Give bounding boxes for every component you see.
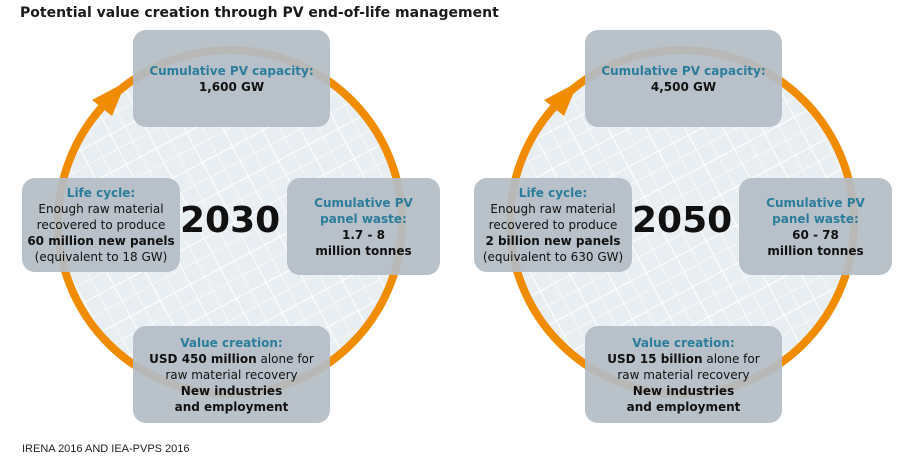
diagram: 2030 Cumulative PV capacity: 1,600 GW Cumul… xyxy=(0,0,452,440)
text: Enough raw material xyxy=(490,202,616,216)
text: 1,600 GW xyxy=(198,79,265,94)
box-line: raw material recovery xyxy=(617,367,749,383)
box-line: 2 billion new panels xyxy=(485,233,620,249)
waste-box: Cumulative PV panel waste: 60 - 78 million … xyxy=(739,178,892,275)
text: alone for xyxy=(702,351,760,366)
box-heading: Cumulative PV xyxy=(314,195,413,210)
text: USD 15 billion xyxy=(607,351,703,366)
text: 1.7 - 8 xyxy=(342,227,385,242)
diagram: 2050 Cumulative PV capacity: 4,500 GW Cumul… xyxy=(452,0,904,440)
text: million tonnes xyxy=(315,243,412,258)
waste-box: Cumulative PV panel waste: 1.7 - 8 million … xyxy=(287,178,440,275)
box-heading: Value creation: xyxy=(632,335,735,350)
box-line: 1.7 - 8 xyxy=(342,227,385,243)
text: recovered to produce xyxy=(488,218,618,232)
text: 60 - 78 xyxy=(792,227,839,242)
box-line: Enough raw material xyxy=(38,201,163,217)
text: million tonnes xyxy=(767,243,864,258)
box-line: USD 450 million alone for xyxy=(149,351,314,367)
box-line: million tonnes xyxy=(315,243,411,259)
box-line: (equivalent to 630 GW) xyxy=(483,249,623,265)
box-line: and employment xyxy=(175,399,289,415)
value-creation-box: Value creation: USD 15 billion alone for r… xyxy=(585,326,782,423)
life-cycle-box: Life cycle: Enough raw material recovered … xyxy=(22,178,180,272)
box-line: 4,500 GW xyxy=(651,79,716,95)
background-art xyxy=(54,46,858,398)
box-line: raw material recovery xyxy=(165,367,297,383)
text: (equivalent to 630 GW) xyxy=(482,250,624,264)
life-cycle-box: Life cycle: Enough raw material recovered … xyxy=(474,178,632,272)
box-heading: panel waste: xyxy=(320,211,407,226)
box-line: recovered to produce xyxy=(37,217,166,233)
text: and employment xyxy=(626,399,741,414)
value-creation-box: Value creation: USD 450 million alone for… xyxy=(133,326,330,423)
box-line: million tonnes xyxy=(767,243,863,259)
box-heading: panel waste: xyxy=(772,211,859,226)
text: raw material recovery xyxy=(165,367,298,382)
box-line: Enough raw material xyxy=(490,201,615,217)
box-line: USD 15 billion alone for xyxy=(607,351,759,367)
text: and employment xyxy=(174,399,289,414)
box-line: 60 - 78 xyxy=(792,227,839,243)
text: alone for xyxy=(256,351,314,366)
text: recovered to produce xyxy=(36,218,166,232)
box-line: 1,600 GW xyxy=(199,79,264,95)
year: 2030 xyxy=(180,200,281,241)
box-heading: Cumulative PV capacity: xyxy=(601,63,766,78)
text: raw material recovery xyxy=(617,367,750,382)
source: IRENA 2016 AND IEA-PVPS 2016 xyxy=(22,443,190,455)
year: 2050 xyxy=(632,200,733,241)
box-heading: Life cycle: xyxy=(66,186,136,200)
box-line: (equivalent to 18 GW) xyxy=(35,249,168,265)
box-line: recovered to produce xyxy=(489,217,618,233)
text: USD 450 million xyxy=(149,351,257,366)
box-line: 60 million new panels xyxy=(27,233,174,249)
text: New industries xyxy=(632,383,735,398)
box-heading: Cumulative PV xyxy=(766,195,865,210)
capacity-box: Cumulative PV capacity: 4,500 GW xyxy=(585,30,782,127)
text: New industries xyxy=(180,383,283,398)
title: Potential value creation through PV end-… xyxy=(20,5,499,21)
box-line: New industries xyxy=(633,383,734,399)
text: 2 billion new panels xyxy=(485,234,621,248)
box-line: New industries xyxy=(181,383,282,399)
capacity-box: Cumulative PV capacity: 1,600 GW xyxy=(133,30,330,127)
box-heading: Value creation: xyxy=(180,335,283,350)
text: 60 million new panels xyxy=(27,234,175,248)
text: (equivalent to 18 GW) xyxy=(34,250,168,264)
text: 4,500 GW xyxy=(650,79,717,94)
text: Enough raw material xyxy=(38,202,164,216)
box-line: and employment xyxy=(627,399,741,415)
box-heading: Cumulative PV capacity: xyxy=(149,63,314,78)
box-heading: Life cycle: xyxy=(518,186,588,200)
